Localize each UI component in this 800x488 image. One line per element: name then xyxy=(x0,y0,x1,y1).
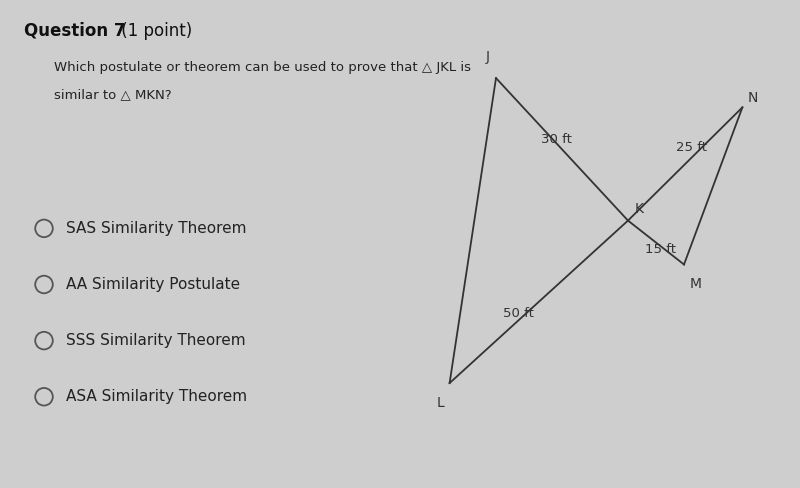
Text: (1 point): (1 point) xyxy=(116,22,192,40)
Text: J: J xyxy=(486,50,490,64)
Text: 50 ft: 50 ft xyxy=(503,307,534,320)
Text: 30 ft: 30 ft xyxy=(541,133,571,145)
Text: N: N xyxy=(748,91,758,104)
Text: K: K xyxy=(634,202,643,216)
Text: 25 ft: 25 ft xyxy=(676,141,706,154)
Text: Which postulate or theorem can be used to prove that △ JKL is: Which postulate or theorem can be used t… xyxy=(54,61,471,74)
Text: SAS Similarity Theorem: SAS Similarity Theorem xyxy=(66,221,247,236)
Text: M: M xyxy=(690,277,702,291)
Text: SSS Similarity Theorem: SSS Similarity Theorem xyxy=(66,333,246,348)
Text: 15 ft: 15 ft xyxy=(645,244,676,256)
Text: ASA Similarity Theorem: ASA Similarity Theorem xyxy=(66,389,247,404)
Text: Question 7: Question 7 xyxy=(24,22,126,40)
Text: L: L xyxy=(436,396,444,410)
Text: AA Similarity Postulate: AA Similarity Postulate xyxy=(66,277,241,292)
Text: similar to △ MKN?: similar to △ MKN? xyxy=(54,88,172,101)
